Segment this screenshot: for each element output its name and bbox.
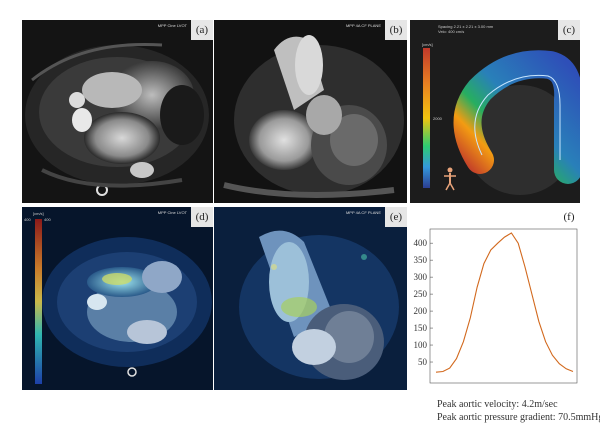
mri-flow-image-e bbox=[214, 207, 407, 390]
panel-d-topvalue-right: 400 bbox=[44, 217, 51, 222]
mri-image-b bbox=[214, 20, 407, 203]
panel-a-lvot-cine: MPP Cine LVOT (a) bbox=[22, 20, 213, 203]
panel-b-header: MPP 4A CF PLANE bbox=[345, 23, 381, 28]
y-tick-label: 200 bbox=[414, 306, 428, 316]
y-tick-label: 400 bbox=[414, 238, 428, 248]
mri-flow-image-d bbox=[22, 207, 213, 390]
panel-c-header: Spacing 2.21 x 2.21 x 3.00 mm bbox=[438, 24, 494, 29]
velocity-curve-chart: 50 100 150 200 250 300 350 400 bbox=[414, 228, 578, 384]
velocity-series-line bbox=[435, 232, 574, 373]
panel-f-label: (f) bbox=[563, 211, 575, 223]
body-orientation-figure bbox=[444, 167, 456, 191]
panel-c-unit: [cm/s] bbox=[422, 42, 433, 47]
panel-f-velocity-chart: 50 100 150 200 250 300 350 400 (f) bbox=[410, 207, 580, 390]
y-tick-label: 50 bbox=[418, 357, 428, 367]
panel-e-4chamber-flow-overlay: MPP 4A CF PLANE (e) bbox=[214, 207, 407, 390]
peak-gradient-caption: Peak aortic pressure gradient: 70.5mmHg bbox=[437, 412, 600, 423]
y-tick-label: 150 bbox=[414, 323, 428, 333]
panel-a-header: MPP Cine LVOT bbox=[157, 23, 187, 28]
panel-d-unit: [cm/s] bbox=[33, 211, 44, 216]
panel-c-4d-flow-aorta: Spacing 2.21 x 2.21 x 3.00 mm Velo: 400 … bbox=[410, 20, 580, 203]
panel-d-label: (d) bbox=[191, 207, 213, 227]
panel-d-topvalue-left: 400 bbox=[24, 217, 31, 222]
chart-frame bbox=[429, 228, 578, 384]
panel-c-subheader: Velo: 400 cm/s bbox=[438, 29, 465, 34]
panel-d-header: MPP Cine LVOT bbox=[157, 210, 187, 215]
panel-d-lvot-flow-overlay: [cm/s] 400 400 MPP Cine LVOT (d) bbox=[22, 207, 213, 390]
panel-c-label: (c) bbox=[558, 20, 580, 40]
panel-a-label: (a) bbox=[191, 20, 213, 40]
panel-e-header: MPP 4A CF PLANE bbox=[345, 210, 381, 215]
aorta-velocity-render bbox=[410, 20, 580, 203]
y-tick-label: 100 bbox=[414, 340, 428, 350]
panel-e-label: (e) bbox=[385, 207, 407, 227]
panel-c-midvalue: 2000 bbox=[433, 116, 442, 121]
y-tick-label: 250 bbox=[414, 289, 428, 299]
y-tick-label: 350 bbox=[414, 255, 428, 265]
peak-velocity-caption: Peak aortic velocity: 4.2m/sec bbox=[437, 399, 558, 410]
panel-b-label: (b) bbox=[385, 20, 407, 40]
mri-image-a bbox=[22, 20, 213, 203]
panel-b-4chamber-cine: MPP 4A CF PLANE (b) bbox=[214, 20, 407, 203]
y-tick-label: 300 bbox=[414, 272, 428, 282]
